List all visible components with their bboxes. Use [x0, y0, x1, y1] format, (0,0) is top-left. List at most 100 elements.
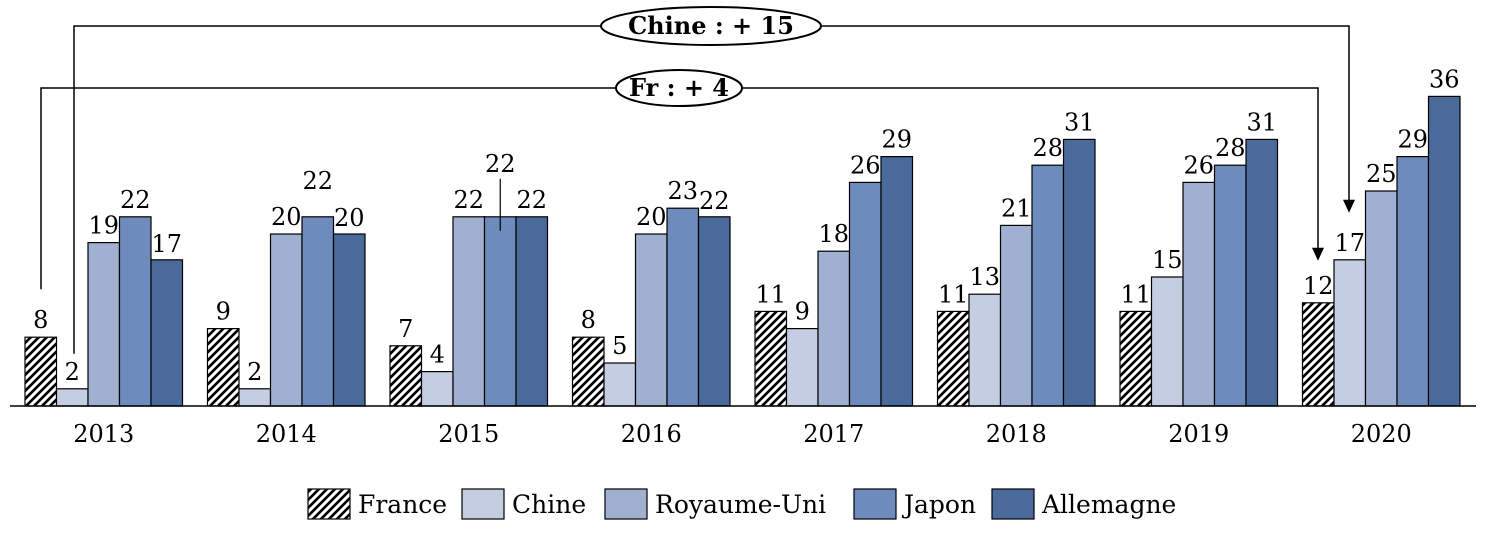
value-label-allemagne-2015: 22 [516, 186, 547, 214]
legend-item-royaume-uni: Royaume-Uni [604, 488, 826, 520]
legend-label: Japon [901, 490, 976, 519]
bar-france-2016 [571, 336, 605, 407]
bar-royaume-uni-2014 [269, 233, 303, 407]
bar-chine-2020 [1333, 259, 1367, 407]
x-tick-labels: 2013 2014 2015 2016 2017 2018 2019 2020 [73, 420, 1412, 448]
value-label-royaume-uni-2018: 21 [1001, 194, 1032, 222]
value-label-chine-2014: 2 [247, 358, 262, 386]
legend-swatch [461, 488, 505, 520]
bar-chine-2014 [238, 388, 272, 407]
value-label-allemagne-2020: 36 [1429, 65, 1460, 93]
value-label-france-2019: 11 [1120, 280, 1151, 308]
bar-allemagne-2014 [332, 233, 366, 407]
bar-allemagne-2015 [515, 216, 549, 407]
value-label-allemagne-2014: 20 [334, 204, 365, 232]
value-label-chine-2016: 5 [612, 332, 627, 360]
bar-japon-2019 [1213, 164, 1247, 407]
value-label-france-2015: 7 [398, 315, 413, 343]
bar-allemagne-2017 [880, 156, 914, 407]
bar-chine-2015 [420, 371, 454, 407]
x-tick-label-2013: 2013 [73, 420, 134, 448]
value-label-royaume-uni-2017: 18 [818, 220, 849, 248]
value-label-allemagne-2018: 31 [1064, 108, 1095, 136]
annotation-fr-4: Fr : + 4 [40, 69, 1324, 290]
value-label-chine-2019: 15 [1152, 246, 1183, 274]
bar-royaume-uni-2013 [87, 242, 121, 407]
legend-label: Royaume-Uni [655, 490, 826, 519]
bar-royaume-uni-2017 [817, 250, 851, 407]
bar-chine-2017 [785, 328, 819, 407]
x-tick-label-2017: 2017 [803, 420, 864, 448]
x-tick-label-2018: 2018 [986, 420, 1047, 448]
bar-france-2020 [1301, 302, 1335, 407]
bar-france-2015 [389, 345, 423, 407]
bar-france-2013 [24, 336, 58, 407]
annotation-pill [615, 69, 743, 107]
arrow-head-icon [1343, 199, 1355, 213]
value-label-france-2020: 12 [1303, 272, 1334, 300]
annotation-chine-15: Chine : + 15 [73, 6, 1355, 354]
legend-label: Chine [512, 490, 586, 519]
bar-france-2019 [1119, 310, 1153, 407]
bar-allemagne-2019 [1245, 138, 1279, 407]
value-label-royaume-uni-2014: 20 [271, 203, 302, 231]
bar-japon-2018 [1031, 164, 1065, 407]
legend-item-chine: Chine [461, 488, 586, 520]
value-label-france-2014: 9 [216, 298, 231, 326]
value-label-royaume-uni-2015: 22 [453, 186, 484, 214]
value-label-chine-2020: 17 [1334, 229, 1365, 257]
annotations: Chine : + 15 Fr : + 4 [40, 6, 1355, 354]
x-tick-label-2014: 2014 [256, 420, 317, 448]
legend-swatch [307, 488, 351, 520]
bar-france-2018 [936, 310, 970, 407]
value-label-chine-2018: 13 [969, 263, 1000, 291]
x-tick-label-2020: 2020 [1351, 420, 1412, 448]
value-label-japon-2019: 28 [1215, 134, 1246, 162]
bar-allemagne-2018 [1062, 138, 1096, 407]
bar-chine-2019 [1150, 276, 1184, 407]
arrow-head-icon [1312, 247, 1324, 261]
value-label-chine-2013: 2 [65, 358, 80, 386]
value-label-japon-2018: 28 [1032, 134, 1063, 162]
bar-royaume-uni-2019 [1182, 181, 1216, 407]
legend-swatch [991, 488, 1035, 520]
bar-chine-2016 [603, 362, 637, 407]
bar-japon-2014 [301, 216, 335, 407]
annotation-pill [600, 6, 822, 46]
bar-chine-2013 [55, 388, 89, 407]
value-label-allemagne-2016: 22 [699, 187, 730, 215]
x-tick-label-2016: 2016 [621, 420, 682, 448]
bar-japon-2013 [118, 216, 152, 407]
legend-label: France [358, 490, 447, 519]
bar-japon-2016 [666, 207, 700, 407]
legend: France Chine Royaume-Uni Japon Allemagne [307, 488, 1176, 520]
value-label-france-2016: 8 [581, 306, 596, 334]
value-label-japon-2017: 26 [850, 151, 881, 179]
value-label-chine-2017: 9 [795, 298, 810, 326]
value-label-france-2013: 8 [33, 306, 48, 334]
value-label-france-2018: 11 [938, 280, 969, 308]
bar-royaume-uni-2020 [1364, 190, 1398, 407]
value-label-royaume-uni-2019: 26 [1183, 151, 1214, 179]
x-tick-label-2019: 2019 [1168, 420, 1229, 448]
annotation-label: Fr : + 4 [629, 73, 729, 102]
bar-royaume-uni-2016 [634, 233, 668, 407]
legend-item-japon: Japon [853, 488, 976, 520]
value-label-allemagne-2017: 29 [881, 126, 912, 154]
annotation-label: Chine : + 15 [628, 11, 794, 40]
value-label-chine-2015: 4 [430, 341, 445, 369]
legend-item-france: France [307, 488, 447, 520]
legend-swatch [853, 488, 897, 520]
value-label-japon-2020: 29 [1397, 126, 1428, 154]
value-label-france-2017: 11 [755, 280, 786, 308]
value-label-royaume-uni-2016: 20 [636, 203, 667, 231]
value-label-japon-2016: 23 [667, 177, 698, 205]
value-label-royaume-uni-2013: 19 [88, 212, 119, 240]
bar-chine-2018 [968, 293, 1002, 407]
value-label-allemagne-2019: 31 [1246, 108, 1277, 136]
value-label-japon-2015: 22 [485, 150, 516, 178]
legend-item-allemagne: Allemagne [991, 488, 1176, 520]
bar-royaume-uni-2018 [999, 224, 1033, 407]
